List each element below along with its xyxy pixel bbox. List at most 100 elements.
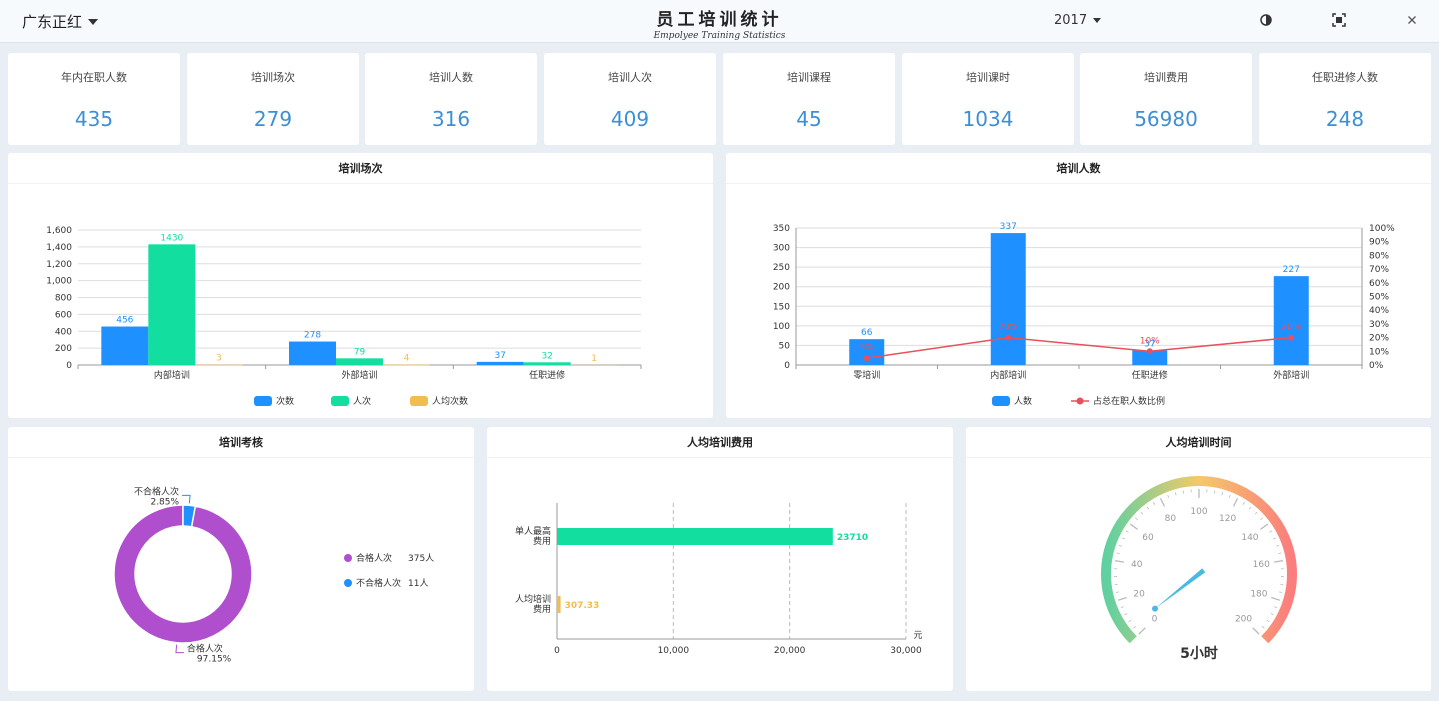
gauge-needle-tip [1152, 605, 1159, 612]
gauge-tick [1146, 506, 1150, 510]
gauge-tick-label: 200 [1235, 615, 1252, 625]
y2-tick-label: 10% [1369, 347, 1389, 357]
line-point [1146, 348, 1153, 355]
x-tick-label: 内部培训 [990, 369, 1026, 381]
slice-percent: 97.15% [197, 655, 232, 665]
y-tick-label: 200 [55, 344, 72, 354]
y2-tick-label: 60% [1369, 279, 1389, 289]
fullscreen-icon[interactable] [1331, 12, 1347, 28]
x-tick-label: 任职进修 [529, 369, 565, 381]
training-people-chart: 0 50 100 150 200 250 300 350 0% 10% 20% 30% 40% 50% 60… [773, 222, 1395, 407]
gauge-tick [1182, 490, 1185, 494]
kpi-value: 435 [74, 107, 114, 131]
slice-label: 合格人次 [187, 643, 223, 655]
gauge-tick [1278, 552, 1282, 554]
gauge-tick [1232, 497, 1239, 507]
data-label: 337 [1000, 222, 1017, 232]
gauge-tick [1159, 497, 1166, 507]
bar [570, 364, 618, 366]
y-tick-label: 300 [773, 244, 790, 254]
kpi-card: 年内在职人数 435 [8, 53, 180, 145]
y-tick-label: 1,400 [46, 243, 72, 253]
x-unit-label: 元 [913, 631, 922, 641]
gauge-tick [1273, 537, 1277, 540]
line-data-label: 20% [1281, 323, 1301, 333]
y-tick-label: 单人最高 [515, 525, 551, 537]
kpi-card: 培训场次 279 [187, 53, 359, 145]
gauge-tick [1269, 530, 1273, 533]
kpi-value: 248 [1325, 107, 1365, 131]
legend-label: 人数 [1014, 395, 1032, 407]
bar [523, 362, 571, 365]
y2-tick-label: 20% [1369, 334, 1389, 344]
gauge-tick [1118, 544, 1122, 547]
close-icon[interactable] [1404, 12, 1420, 28]
gauge-tick [1242, 502, 1245, 505]
legend-label: 不合格人次 [356, 577, 401, 589]
line-point [863, 355, 870, 362]
contrast-icon[interactable] [1258, 12, 1274, 28]
gauge-tick [1271, 596, 1281, 601]
donut-slice [182, 504, 197, 528]
training-sessions-panel: 培训场次 0 200 400 600 800 1,000 1,200 1,400 1,600 内部… [8, 153, 713, 418]
bar [1132, 350, 1168, 365]
y2-tick-label: 70% [1369, 265, 1389, 275]
y-tick-label: 1,600 [46, 226, 72, 236]
gauge-tick-label: 160 [1253, 560, 1270, 570]
kpi-label: 培训课程 [787, 71, 831, 84]
legend-swatch [410, 396, 428, 406]
panel-title: 培训场次 [8, 153, 713, 184]
gauge-tick [1129, 523, 1138, 530]
gauge-tick [1128, 619, 1132, 623]
gauge-tick [1221, 492, 1224, 496]
gauge-tick [1167, 494, 1170, 498]
legend-value: 11人 [408, 578, 428, 589]
bar [557, 596, 561, 613]
x-tick-label: 外部培训 [341, 369, 377, 381]
leader-line [175, 644, 184, 654]
x-tick-label: 30,000 [890, 646, 922, 656]
gauge-tick [1261, 625, 1265, 629]
x-tick-label: 0 [554, 646, 560, 656]
gauge-needle [1155, 568, 1206, 609]
gauge-tick-label: 120 [1219, 514, 1236, 524]
gauge-tick [1260, 517, 1264, 521]
gauge-tick [1116, 552, 1120, 554]
kpi-card: 培训人数 316 [365, 53, 537, 145]
y2-tick-label: 80% [1369, 251, 1389, 261]
y2-tick-label: 0% [1369, 361, 1384, 371]
donut-slice [113, 504, 253, 644]
legend-swatch [344, 579, 352, 587]
legend-label: 人次 [353, 395, 371, 407]
top-bar: 广东正红 员工培训统计 Empolyee Training Statistics… [0, 0, 1439, 43]
data-label: 278 [304, 331, 321, 341]
gauge-tick-label: 140 [1241, 533, 1258, 543]
legend-value: 375人 [408, 553, 434, 564]
gauge-tick [1114, 560, 1125, 563]
kpi-label: 年内在职人数 [61, 71, 127, 84]
kpi-card: 培训费用 56980 [1080, 53, 1252, 145]
gauge-tick [1133, 625, 1137, 629]
y-tick-label: 600 [55, 310, 72, 320]
gauge-tick-label: 20 [1133, 589, 1145, 599]
x-tick-label: 外部培训 [1273, 369, 1309, 381]
data-label: 1430 [160, 233, 183, 243]
gauge-tick [1213, 490, 1216, 494]
x-tick-label: 10,000 [658, 646, 690, 656]
gauge-tick [1260, 523, 1269, 530]
gauge-tick [1174, 492, 1177, 496]
company-selector[interactable]: 广东正红 [22, 11, 99, 32]
year-selector[interactable]: 2017 [1054, 13, 1102, 28]
data-label: 1 [591, 354, 597, 364]
bar [101, 326, 149, 365]
legend-swatch [344, 554, 352, 562]
y2-tick-label: 100% [1369, 224, 1395, 234]
x-tick-label: 零培训 [853, 369, 880, 381]
x-tick-label: 20,000 [774, 646, 806, 656]
legend-swatch [254, 396, 272, 406]
gauge-tick [1125, 530, 1129, 533]
y2-tick-label: 50% [1369, 293, 1389, 303]
y-tick-label: 100 [773, 322, 790, 332]
gauge-tick [1120, 606, 1124, 609]
training-assessment-panel: 培训考核 合格人次 97.15% 不合格人次 2.85% 合格人次 375人 不合格人次 11… [8, 427, 474, 691]
